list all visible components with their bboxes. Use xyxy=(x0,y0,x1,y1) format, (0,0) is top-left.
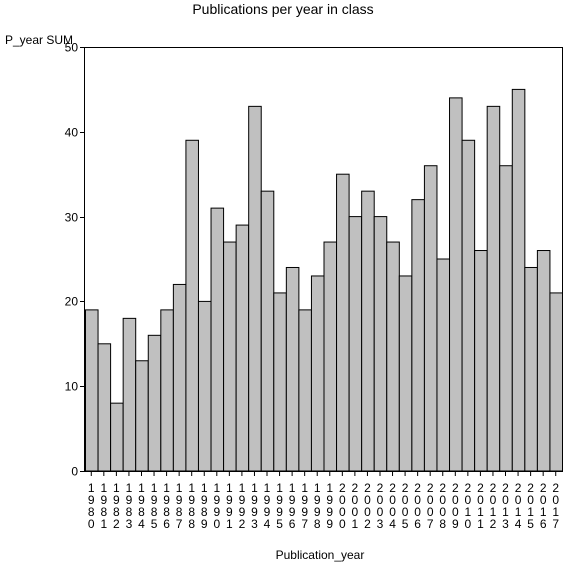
bar xyxy=(85,309,99,472)
bar xyxy=(411,199,425,472)
bar xyxy=(172,283,187,472)
y-axis: 0 10 20 30 40 50 xyxy=(65,41,85,479)
bar xyxy=(185,139,199,472)
bar xyxy=(461,139,476,472)
bar xyxy=(474,250,488,472)
x-axis: 1 9 8 0 1 9 8 1 1 9 8 2 1 9 8 3 1 9 8 4 1 9 8 5 1 9 8 6 1 9 8 7 1 9 8 8 1 9 8 9… xyxy=(88,471,559,531)
bar xyxy=(160,309,174,472)
bar xyxy=(210,207,225,472)
y-tick-label: 0 xyxy=(71,465,78,479)
y-tick-label: 50 xyxy=(65,41,79,55)
bar xyxy=(449,97,463,472)
bars xyxy=(85,88,564,472)
bar xyxy=(285,266,300,472)
bar xyxy=(386,241,400,472)
bar xyxy=(235,224,250,472)
bar xyxy=(524,266,538,472)
bar xyxy=(298,309,312,472)
bar xyxy=(110,402,124,472)
chart-title: Publications per year in class xyxy=(192,1,373,17)
y-tick-label: 10 xyxy=(65,380,79,394)
bar xyxy=(197,300,212,472)
bar xyxy=(486,105,501,472)
plot-frame xyxy=(84,47,563,472)
bar xyxy=(273,292,287,472)
bar xyxy=(423,165,438,472)
bar xyxy=(336,173,350,472)
bar xyxy=(536,250,551,472)
bar xyxy=(248,105,262,472)
bar xyxy=(223,241,237,472)
bar xyxy=(398,275,413,472)
bar xyxy=(135,360,149,472)
bar xyxy=(147,334,162,472)
y-axis-label: P_year SUM xyxy=(5,33,73,47)
bar xyxy=(373,216,388,472)
bar xyxy=(436,258,451,472)
bar xyxy=(122,317,137,472)
bar xyxy=(361,190,375,472)
bar xyxy=(260,190,275,472)
bar xyxy=(549,292,564,472)
y-tick-label: 20 xyxy=(65,295,79,309)
bar xyxy=(348,216,363,472)
bar xyxy=(323,241,338,472)
y-tick-label: 30 xyxy=(65,211,79,225)
bar xyxy=(511,88,526,472)
y-tick-label: 40 xyxy=(65,126,79,140)
bar xyxy=(97,343,112,472)
bar xyxy=(499,165,513,472)
bar xyxy=(310,275,325,472)
x-axis-label: Publication_year xyxy=(276,548,365,562)
